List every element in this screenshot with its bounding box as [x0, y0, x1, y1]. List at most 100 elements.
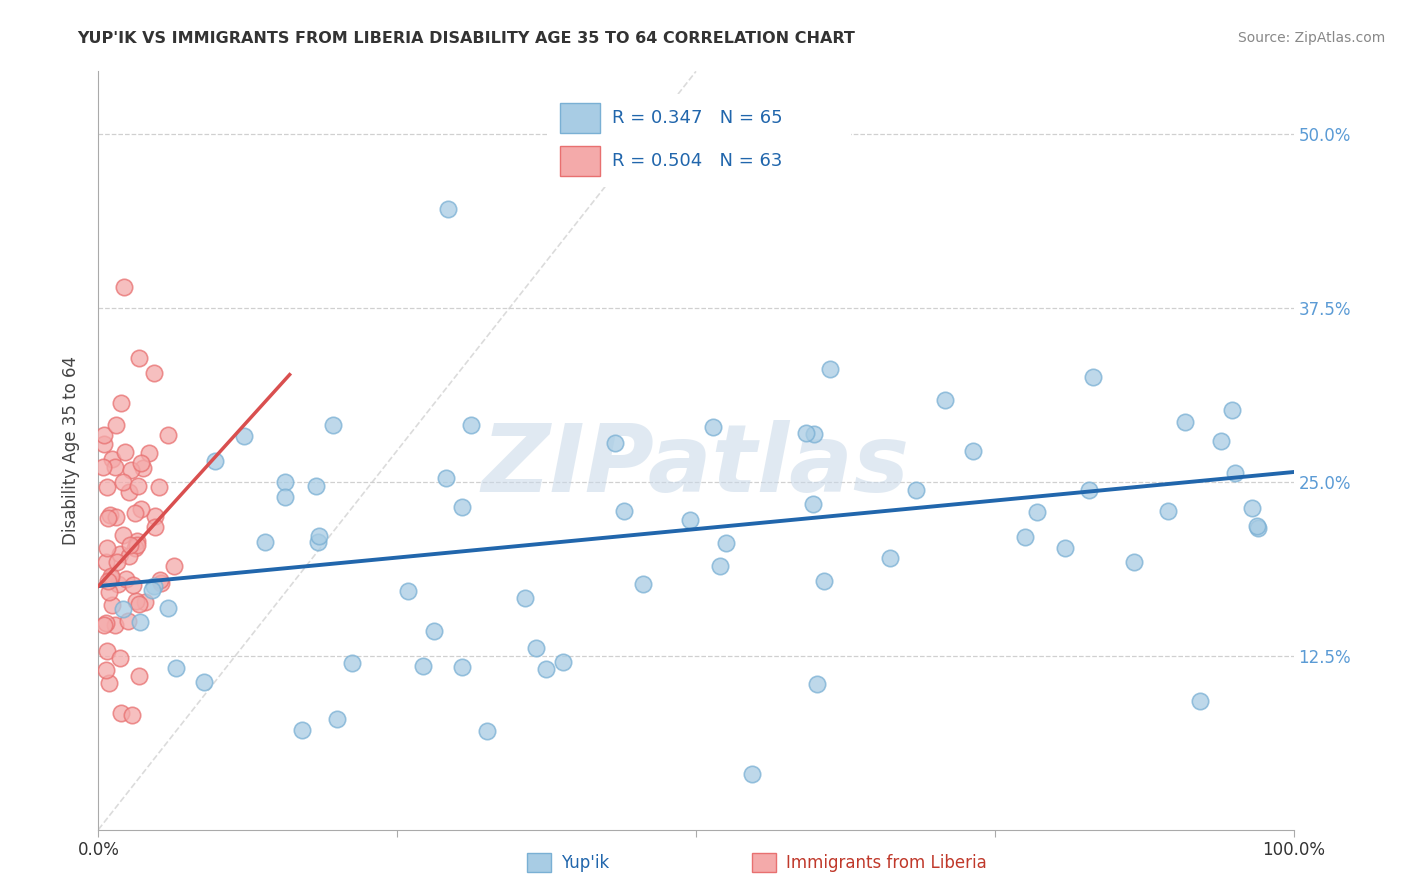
Point [124, 593, 146, 607]
Point [98, 676, 121, 690]
Point [100, 569, 122, 583]
Point [305, 479, 328, 493]
Point [1077, 483, 1099, 497]
Point [98, 508, 121, 522]
Point [451, 500, 474, 514]
Point [96, 480, 118, 494]
Point [513, 591, 536, 606]
Point [326, 712, 349, 726]
Point [114, 445, 136, 459]
Text: Immigrants from Liberia: Immigrants from Liberia [786, 854, 987, 871]
Point [128, 615, 150, 629]
Point [100, 598, 122, 612]
Point [105, 555, 128, 569]
Point [1053, 541, 1076, 555]
Point [796, 425, 818, 440]
Point [451, 660, 474, 674]
Point [1211, 434, 1233, 449]
Point [412, 659, 434, 673]
Point [1157, 504, 1180, 518]
Point [93, 618, 115, 632]
Point [1174, 415, 1197, 429]
Point [806, 676, 828, 690]
Text: ZIPatlas: ZIPatlas [482, 419, 910, 512]
Point [1083, 370, 1105, 384]
Point [162, 558, 184, 573]
Text: Yup'ik: Yup'ik [561, 854, 609, 871]
Point [396, 584, 419, 599]
Point [633, 577, 655, 591]
Point [962, 443, 984, 458]
Text: Source: ZipAtlas.com: Source: ZipAtlas.com [1237, 31, 1385, 45]
Point [118, 485, 141, 500]
Point [603, 436, 626, 450]
Point [1246, 521, 1268, 535]
Point [193, 674, 215, 689]
Point [143, 509, 166, 524]
Point [110, 706, 132, 720]
FancyBboxPatch shape [546, 93, 853, 188]
Bar [561, 103, 600, 133]
Point [534, 662, 557, 676]
Point [1025, 505, 1047, 519]
Point [125, 538, 148, 552]
Point [551, 655, 574, 669]
Point [714, 535, 737, 549]
Point [524, 641, 547, 656]
Point [291, 723, 314, 737]
Y-axis label: Disability Age 35 to 64: Disability Age 35 to 64 [62, 356, 80, 545]
Point [165, 661, 187, 675]
Point [308, 529, 330, 543]
Point [143, 367, 166, 381]
Point [157, 427, 180, 442]
Point [274, 475, 297, 490]
Point [1222, 402, 1244, 417]
Point [112, 280, 135, 294]
Point [93, 437, 115, 451]
Point [101, 451, 124, 466]
Point [118, 538, 141, 552]
Point [149, 573, 172, 587]
Point [134, 595, 156, 609]
Point [702, 420, 724, 434]
Point [254, 535, 277, 549]
Point [127, 479, 149, 493]
Point [124, 541, 146, 555]
Point [233, 429, 256, 443]
Text: YUP'IK VS IMMIGRANTS FROM LIBERIA DISABILITY AGE 35 TO 64 CORRELATION CHART: YUP'IK VS IMMIGRANTS FROM LIBERIA DISABI… [77, 31, 855, 46]
Point [124, 506, 146, 520]
Point [274, 490, 297, 504]
Point [879, 550, 901, 565]
Point [97, 574, 120, 588]
Point [138, 446, 160, 460]
Point [94, 663, 117, 677]
Point [94, 555, 117, 569]
Point [905, 483, 928, 497]
Point [129, 457, 152, 471]
Point [156, 601, 179, 615]
Point [112, 528, 135, 542]
Point [120, 462, 142, 476]
Point [108, 547, 131, 561]
Point [117, 614, 139, 628]
Point [110, 651, 132, 665]
Point [741, 767, 763, 781]
Point [97, 584, 120, 599]
Point [148, 480, 170, 494]
Point [477, 724, 499, 739]
Bar [561, 146, 600, 176]
Point [96, 615, 118, 630]
Point [307, 534, 329, 549]
Point [107, 577, 129, 591]
Point [96, 541, 118, 555]
Point [117, 549, 139, 563]
Point [818, 362, 841, 376]
Point [93, 428, 115, 442]
Point [141, 582, 163, 597]
Point [803, 426, 825, 441]
Point [1241, 500, 1264, 515]
Point [460, 418, 482, 433]
Point [129, 502, 152, 516]
Point [143, 520, 166, 534]
Point [115, 572, 138, 586]
